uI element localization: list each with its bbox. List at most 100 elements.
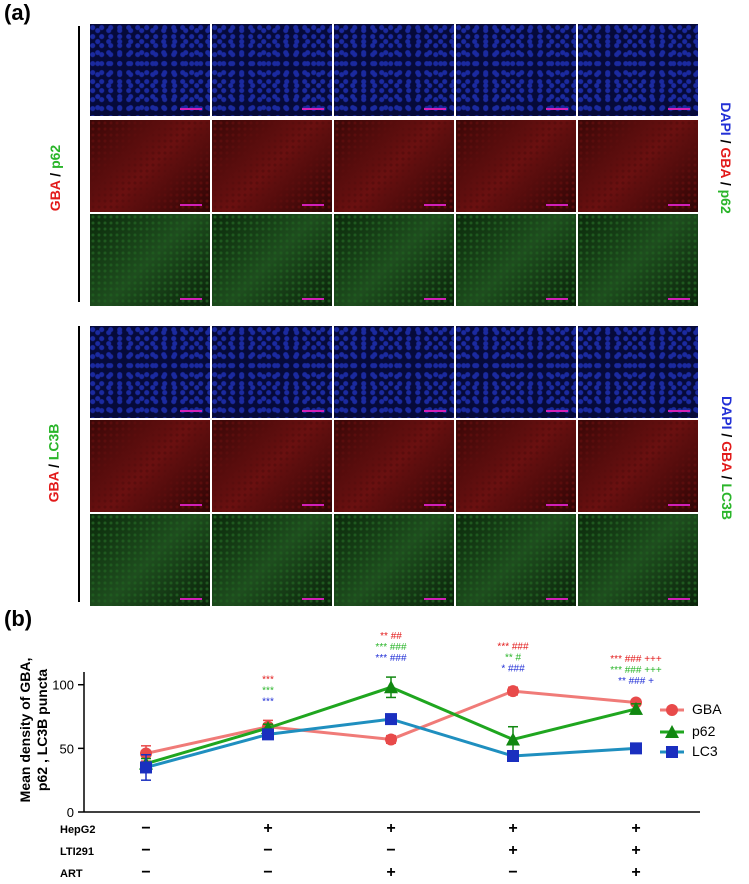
condition-sign: + — [263, 820, 273, 837]
micrograph-tile — [578, 326, 698, 418]
micrograph-tile — [334, 326, 454, 418]
significance-label: *** ### — [375, 642, 407, 653]
micrograph-tile — [578, 420, 698, 512]
y-tick-label: 50 — [60, 741, 74, 756]
significance-label: ** # — [505, 652, 522, 663]
significance-label: ** ### + — [618, 676, 654, 687]
group2-bracket — [78, 326, 80, 602]
scale-bar — [424, 504, 446, 506]
micrograph-tile — [90, 214, 210, 306]
scale-bar — [424, 108, 446, 110]
micrograph-tile — [90, 326, 210, 418]
data-point-gba — [140, 747, 152, 760]
scale-bar — [424, 410, 446, 412]
legend-label-gba: GBA — [692, 701, 722, 717]
data-point-lc3 — [262, 728, 274, 741]
legend-label-lc3: LC3 — [692, 743, 718, 759]
scale-bar — [546, 598, 568, 600]
condition-sign: − — [141, 842, 151, 859]
micrograph-tile — [456, 24, 576, 116]
condition-sign: + — [631, 820, 641, 837]
data-point-lc3 — [140, 761, 152, 774]
condition-row-label: ART — [60, 868, 83, 880]
scale-bar — [668, 108, 690, 110]
condition-sign: + — [508, 820, 518, 837]
condition-sign: − — [141, 864, 151, 881]
data-point-lc3 — [385, 713, 397, 726]
micrograph-tile — [456, 326, 576, 418]
data-point-p62 — [506, 732, 520, 746]
legend-marker — [666, 746, 678, 758]
micrograph-tile — [578, 24, 698, 116]
significance-label: *** ### +++ — [610, 654, 662, 665]
significance-label: ** ## — [380, 631, 402, 642]
scale-bar — [668, 204, 690, 206]
micrograph-tile — [334, 514, 454, 606]
condition-sign: − — [263, 864, 273, 881]
scale-bar — [180, 598, 202, 600]
scale-bar — [668, 504, 690, 506]
micrograph-tile — [212, 24, 332, 116]
scale-bar — [180, 410, 202, 412]
significance-label: *** — [262, 674, 274, 685]
micrograph-tile — [578, 120, 698, 212]
micrograph-tile — [212, 120, 332, 212]
micrograph-tile — [456, 214, 576, 306]
scale-bar — [302, 108, 324, 110]
legend-label-p62: p62 — [692, 723, 716, 739]
scale-bar — [180, 298, 202, 300]
condition-row-label: HepG2 — [60, 824, 96, 836]
panel-a-label: (a) — [4, 0, 31, 25]
scale-bar — [546, 204, 568, 206]
panel-b-label: (b) — [4, 606, 33, 631]
micrograph-tile — [90, 514, 210, 606]
significance-label: *** ### +++ — [610, 665, 662, 676]
significance-label: *** — [262, 696, 274, 707]
scale-bar — [668, 598, 690, 600]
condition-sign: − — [141, 820, 151, 837]
micrograph-tile — [578, 514, 698, 606]
scale-bar — [302, 598, 324, 600]
micrograph-tile — [456, 420, 576, 512]
data-point-lc3 — [630, 742, 642, 755]
micrograph-tile — [90, 420, 210, 512]
micrograph-tile — [212, 420, 332, 512]
significance-label: *** — [262, 685, 274, 696]
micrograph-tile — [456, 120, 576, 212]
scale-bar — [668, 298, 690, 300]
data-point-gba — [385, 733, 397, 746]
scale-bar — [546, 410, 568, 412]
scale-bar — [424, 298, 446, 300]
condition-row-label: LTI291 — [60, 846, 95, 858]
scale-bar — [180, 204, 202, 206]
scale-bar — [180, 108, 202, 110]
group1-bracket — [78, 26, 80, 302]
condition-sign: − — [386, 842, 396, 859]
micrograph-tile — [334, 214, 454, 306]
condition-sign: − — [508, 864, 518, 881]
condition-sign: + — [386, 864, 396, 881]
condition-sign: + — [386, 820, 396, 837]
y-axis-label: Mean density of GBA,p62 , LC3B puncta — [17, 658, 50, 803]
data-point-p62 — [629, 701, 643, 715]
scale-bar — [302, 504, 324, 506]
scale-bar — [180, 504, 202, 506]
legend-marker — [666, 704, 678, 716]
scale-bar — [546, 504, 568, 506]
scale-bar — [302, 298, 324, 300]
condition-sign: + — [631, 864, 641, 881]
scale-bar — [546, 298, 568, 300]
micrograph-tile — [90, 24, 210, 116]
data-point-gba — [507, 685, 519, 698]
condition-sign: + — [508, 842, 518, 859]
significance-label: *** ### — [497, 641, 529, 652]
micrograph-tile — [212, 514, 332, 606]
micrograph-tile — [334, 420, 454, 512]
scale-bar — [302, 204, 324, 206]
scale-bar — [546, 108, 568, 110]
legend-marker — [665, 725, 679, 738]
micrograph-tile — [334, 120, 454, 212]
micrograph-tile — [456, 514, 576, 606]
condition-sign: − — [263, 842, 273, 859]
micrograph-tile — [334, 24, 454, 116]
